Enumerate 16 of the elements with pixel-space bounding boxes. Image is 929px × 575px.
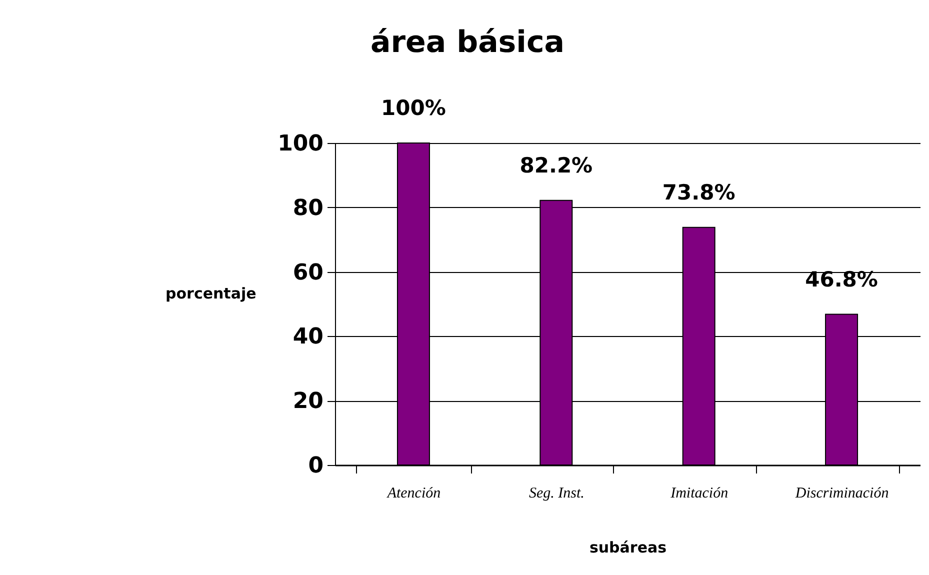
y-tick-label: 80	[292, 196, 324, 221]
x-axis-title: subáreas	[589, 538, 667, 556]
x-tick-label: Discriminación	[794, 486, 889, 502]
x-tick-label: Seg. Inst.	[528, 486, 584, 502]
y-tick-label: 40	[292, 324, 324, 350]
y-tick-label: 60	[292, 260, 324, 286]
chart-title: área básica	[370, 25, 564, 60]
y-tick-label: 0	[308, 454, 324, 478]
data-label: 100%	[381, 96, 446, 120]
y-tick-label: 20	[292, 389, 324, 414]
y-tick-label: 100	[278, 132, 324, 156]
y-axis-title: porcentaje	[166, 284, 256, 302]
x-tick-label: Atención	[386, 486, 441, 502]
data-label: 82.2%	[520, 153, 593, 178]
data-label: 73.8%	[662, 180, 736, 204]
x-tick-label: Imitación	[670, 486, 728, 502]
